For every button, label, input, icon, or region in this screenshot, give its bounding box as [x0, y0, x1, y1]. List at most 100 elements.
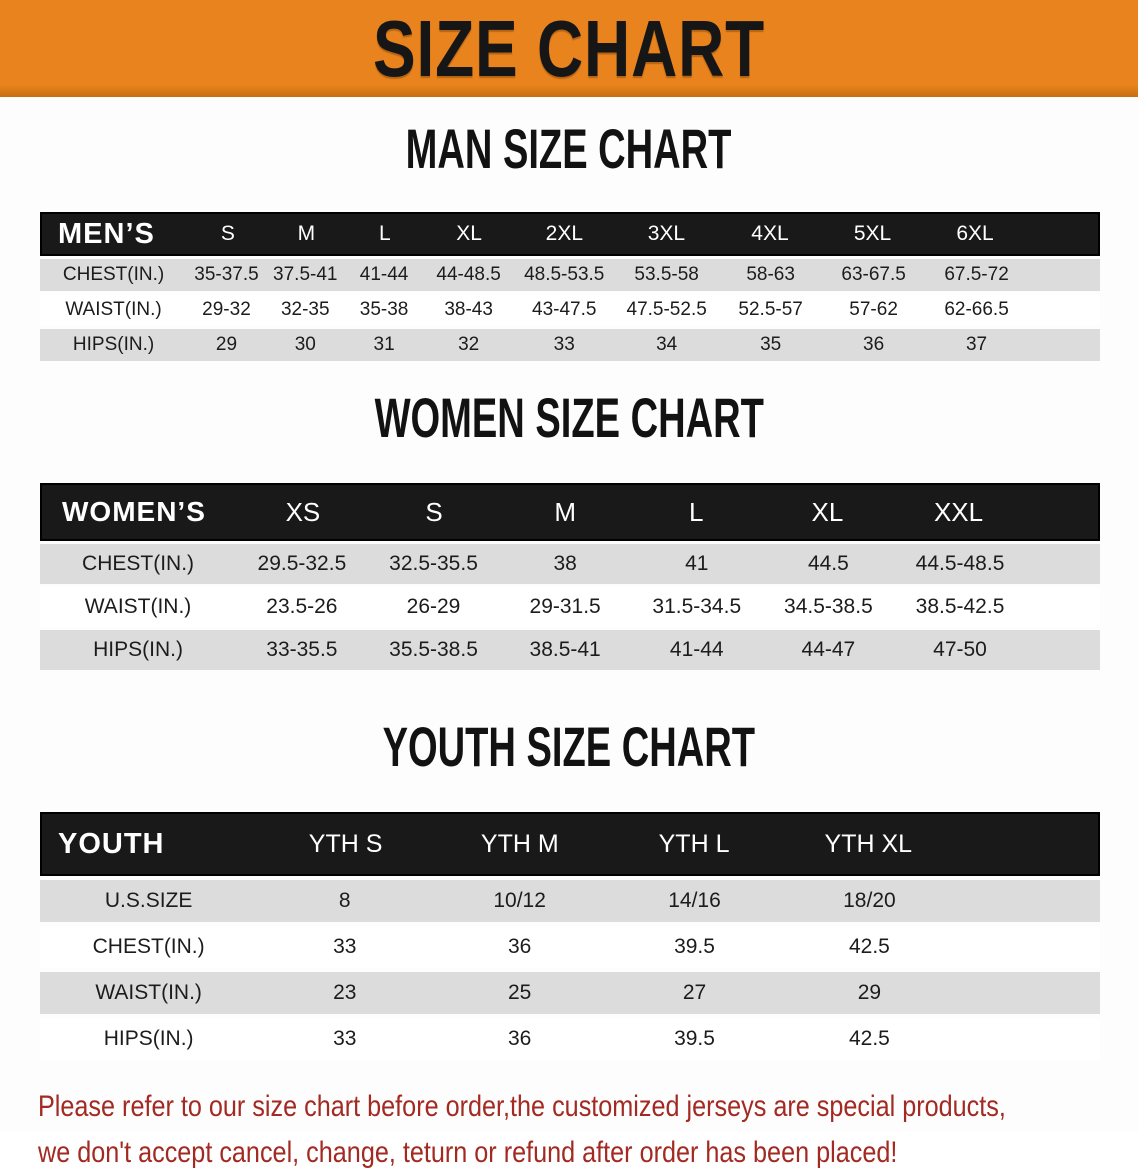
size-value: 29 [215, 334, 238, 355]
size-value: 39.5 [674, 935, 715, 958]
size-value: 35.5-38.5 [389, 638, 478, 661]
size-value: 38.5-41 [529, 638, 601, 661]
size-column-header: XL [456, 222, 482, 245]
size-column-header: M [554, 496, 576, 527]
size-value: 10/12 [493, 889, 546, 912]
size-value: 57-62 [849, 299, 898, 320]
size-value: 34 [656, 334, 678, 355]
footer-note-line1: Please refer to our size chart before or… [38, 1090, 1006, 1123]
size-column-header: YTH M [480, 829, 559, 858]
women-section-heading: WOMEN SIZE CHART [0, 390, 1138, 457]
youth-size-table: YOUTH YTH S YTH M YTH L YTH XL U.S.SIZE … [40, 812, 1100, 1060]
size-value: 48.5-53.5 [524, 264, 605, 285]
size-column-header: 5XL [853, 222, 892, 245]
size-value: 35-37.5 [194, 264, 259, 285]
table-row: HIPS(IN.) 33 36 39.5 42.5 [40, 1018, 1100, 1060]
size-column-header: XXL [933, 496, 984, 527]
row-label: HIPS(IN.) [72, 334, 155, 355]
table-row: CHEST(IN.) 33 36 39.5 42.5 [40, 926, 1100, 968]
size-value: 30 [294, 334, 316, 355]
size-value: 44.5 [807, 552, 849, 575]
size-value: 33 [333, 935, 357, 958]
size-value: 52.5-57 [738, 299, 803, 320]
row-label: WAIST(IN.) [65, 299, 162, 320]
size-value: 29.5-32.5 [257, 552, 347, 575]
size-value: 31 [373, 334, 395, 355]
men-table-header-row: MEN’S S M L XL 2XL 3XL 4XL 5XL 6XL [40, 212, 1100, 256]
row-label: WAIST(IN.) [95, 981, 202, 1004]
women-table-header-row: WOMEN’S XS S M L XL XXL [40, 483, 1100, 541]
youth-section-heading-text: YOUTH SIZE CHART [382, 715, 756, 778]
size-value: 29 [857, 981, 882, 1004]
size-value: 34.5-38.5 [784, 595, 873, 618]
size-value: 25 [507, 981, 532, 1004]
size-column-header: 6XL [956, 222, 994, 245]
size-value: 35-38 [359, 299, 409, 320]
size-column-header: YTH XL [824, 829, 913, 858]
size-value: 33 [333, 1027, 357, 1050]
size-value: 8 [338, 889, 351, 912]
table-row: WAIST(IN.) 23.5-26 26-29 29-31.5 31.5-34… [40, 587, 1100, 627]
size-column-header: S [220, 222, 235, 245]
size-column-header: XS [285, 496, 321, 527]
size-value: 33-35.5 [266, 638, 338, 661]
footer-note: Please refer to our size chart before or… [38, 1084, 1138, 1176]
size-column-header: XL [811, 496, 844, 527]
row-label: U.S.SIZE [104, 889, 193, 912]
size-column-header: M [297, 222, 316, 245]
size-value: 44-48.5 [436, 264, 501, 285]
size-value: 18/20 [843, 889, 896, 912]
size-column-header: S [425, 496, 443, 527]
size-value: 58-63 [746, 264, 795, 285]
size-value: 63-67.5 [841, 264, 906, 285]
men-section-heading: MAN SIZE CHART [0, 117, 1138, 188]
size-value: 27 [682, 981, 707, 1004]
table-row: U.S.SIZE 8 10/12 14/16 18/20 [40, 880, 1100, 922]
size-value: 33 [553, 334, 575, 355]
size-column-header: L [689, 496, 704, 527]
table-row: CHEST(IN.) 35-37.5 37.5-41 41-44 44-48.5… [40, 259, 1100, 291]
row-label: CHEST(IN.) [62, 264, 165, 285]
size-value: 29-32 [202, 299, 251, 320]
size-value: 32.5-35.5 [389, 552, 478, 575]
row-label: HIPS(IN.) [93, 638, 183, 661]
size-value: 62-66.5 [944, 299, 1009, 320]
row-label: CHEST(IN.) [82, 552, 195, 575]
size-value: 23.5-26 [266, 595, 338, 618]
size-value: 36 [863, 334, 885, 355]
size-column-header: 3XL [647, 222, 686, 245]
size-value: 41-44 [669, 638, 724, 661]
size-value: 23 [333, 981, 357, 1004]
size-value: 38-43 [444, 299, 493, 320]
size-value: 44-47 [801, 638, 856, 661]
size-value: 37.5-41 [273, 264, 338, 285]
banner-title: SIZE CHART [373, 3, 765, 93]
size-value: 14/16 [668, 889, 721, 912]
table-row: CHEST(IN.) 29.5-32.5 32.5-35.5 38 41 44.… [40, 544, 1100, 584]
size-value: 37 [965, 334, 988, 355]
size-column-header: YTH L [658, 829, 730, 858]
size-value: 47.5-52.5 [626, 299, 707, 320]
size-value: 32 [458, 334, 480, 355]
banner: SIZE CHART [0, 0, 1138, 97]
size-value: 31.5-34.5 [652, 595, 742, 618]
youth-table-title: YOUTH [58, 827, 165, 860]
size-value: 38.5-42.5 [915, 595, 1005, 618]
men-size-table: MEN’S S M L XL 2XL 3XL 4XL 5XL 6XL CHEST… [40, 212, 1100, 361]
size-value: 42.5 [848, 1027, 890, 1050]
row-label: HIPS(IN.) [103, 1027, 194, 1050]
size-value: 39.5 [674, 1027, 715, 1050]
size-value: 43-47.5 [532, 299, 597, 320]
footer-note-line2: we don't accept cancel, change, teturn o… [38, 1136, 898, 1169]
size-value: 42.5 [848, 935, 890, 958]
row-label: CHEST(IN.) [92, 935, 205, 958]
size-value: 32-35 [280, 299, 330, 320]
table-row: WAIST(IN.) 29-32 32-35 35-38 38-43 43-47… [40, 294, 1100, 326]
size-column-header: 4XL [751, 222, 789, 245]
men-section-heading-text: MAN SIZE CHART [406, 117, 732, 180]
size-value: 67.5-72 [944, 264, 1009, 285]
size-value: 35 [760, 334, 782, 355]
size-value: 41 [685, 552, 709, 575]
size-value: 53.5-58 [634, 264, 699, 285]
